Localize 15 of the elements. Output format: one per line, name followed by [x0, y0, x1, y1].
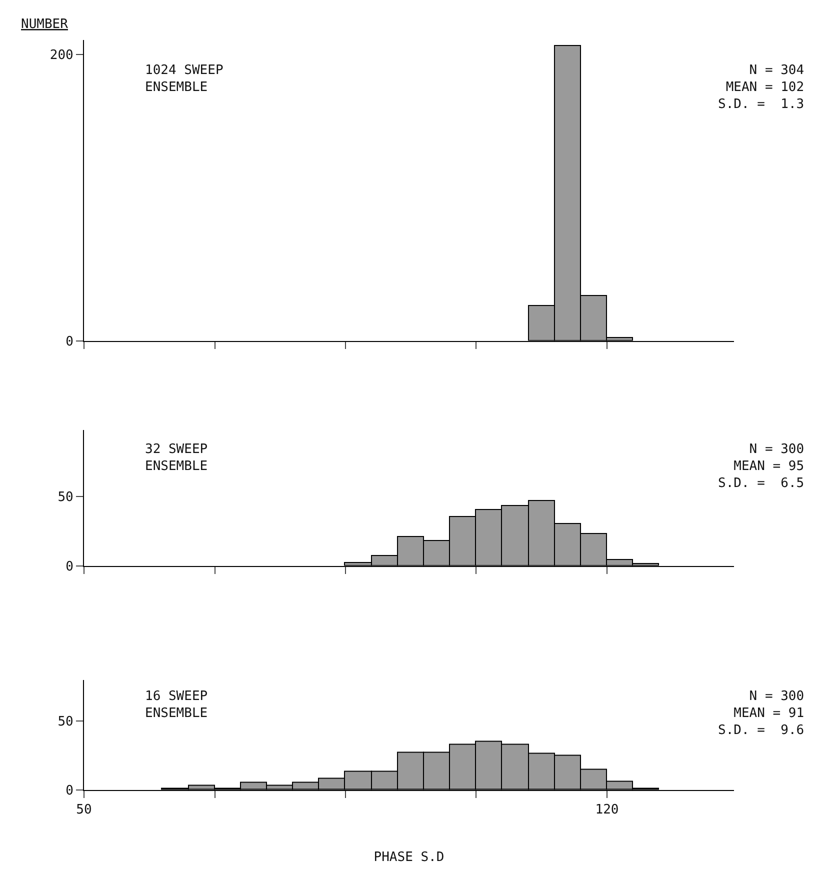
y-axis-title: NUMBER	[21, 17, 68, 32]
y-tick-label: 0	[66, 559, 74, 574]
y-tick-label: 0	[66, 334, 74, 350]
y-tick-label: 0	[66, 784, 74, 799]
annotation: 32 SWEEP ENSEMBLE	[145, 442, 208, 474]
annotation: 16 SWEEP ENSEMBLE	[145, 689, 208, 721]
annotation: N = 300 MEAN = 95 S.D. = 6.5	[718, 442, 804, 491]
y-tick-label: 50	[58, 490, 74, 506]
y-tick-label: 200	[50, 48, 74, 63]
x-axis-title: PHASE S.D	[374, 850, 444, 866]
annotation: N = 300 MEAN = 91 S.D. = 9.6	[718, 689, 804, 738]
x-tick-label: 120	[595, 802, 619, 818]
annotation: 1024 SWEEP ENSEMBLE	[145, 63, 224, 95]
annotation: N = 304 MEAN = 102 S.D. = 1.3	[718, 63, 804, 112]
y-tick-label: 50	[58, 714, 74, 730]
